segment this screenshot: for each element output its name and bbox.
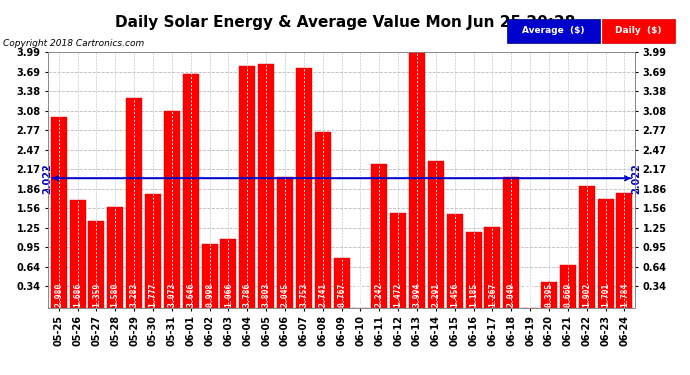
Bar bbox=[107, 207, 124, 308]
Text: 2.022: 2.022 bbox=[631, 163, 642, 194]
Text: 3.803: 3.803 bbox=[262, 282, 270, 307]
Bar bbox=[126, 98, 142, 308]
Text: 0.767: 0.767 bbox=[337, 282, 346, 307]
Bar bbox=[428, 161, 444, 308]
Bar bbox=[277, 177, 293, 308]
Bar bbox=[296, 68, 312, 308]
Text: 3.753: 3.753 bbox=[299, 282, 308, 307]
Bar bbox=[183, 75, 199, 308]
Text: 1.777: 1.777 bbox=[148, 282, 157, 307]
Text: Average  ($): Average ($) bbox=[522, 26, 585, 36]
Text: 2.242: 2.242 bbox=[375, 282, 384, 307]
Bar bbox=[220, 239, 237, 308]
Text: 1.902: 1.902 bbox=[582, 282, 591, 307]
Bar bbox=[541, 282, 557, 308]
Text: 2.022: 2.022 bbox=[42, 163, 52, 194]
Text: 1.456: 1.456 bbox=[450, 282, 460, 307]
Bar bbox=[164, 111, 180, 308]
Text: 2.741: 2.741 bbox=[318, 282, 327, 307]
Bar bbox=[239, 66, 255, 308]
Text: 1.472: 1.472 bbox=[393, 282, 403, 307]
Text: 2.045: 2.045 bbox=[280, 282, 290, 307]
Bar bbox=[390, 213, 406, 308]
Text: 3.994: 3.994 bbox=[413, 282, 422, 307]
Bar bbox=[70, 200, 86, 308]
Text: 0.000: 0.000 bbox=[356, 282, 365, 307]
Text: 3.073: 3.073 bbox=[167, 282, 177, 307]
Text: 1.784: 1.784 bbox=[620, 282, 629, 307]
Text: Daily Solar Energy & Average Value Mon Jun 25 20:28: Daily Solar Energy & Average Value Mon J… bbox=[115, 15, 575, 30]
Bar bbox=[484, 226, 500, 308]
Text: 1.580: 1.580 bbox=[111, 282, 120, 307]
Text: 1.185: 1.185 bbox=[469, 282, 478, 307]
Bar bbox=[201, 244, 217, 308]
Text: 0.998: 0.998 bbox=[205, 282, 214, 307]
Text: 0.000: 0.000 bbox=[526, 282, 535, 307]
Text: Daily  ($): Daily ($) bbox=[615, 26, 662, 36]
Bar bbox=[616, 194, 633, 308]
Bar bbox=[50, 117, 67, 308]
Bar bbox=[88, 220, 104, 308]
Text: 2.980: 2.980 bbox=[55, 282, 63, 307]
Bar bbox=[371, 164, 387, 308]
Bar bbox=[258, 64, 274, 308]
Text: 3.283: 3.283 bbox=[130, 282, 139, 307]
Bar bbox=[446, 214, 463, 308]
Text: 2.291: 2.291 bbox=[431, 282, 440, 307]
Text: 3.646: 3.646 bbox=[186, 282, 195, 307]
Bar bbox=[466, 232, 482, 308]
Text: 1.686: 1.686 bbox=[73, 282, 82, 307]
Text: 1.066: 1.066 bbox=[224, 282, 233, 307]
Bar bbox=[315, 132, 331, 308]
Text: 2.049: 2.049 bbox=[506, 282, 516, 307]
Text: 1.701: 1.701 bbox=[601, 282, 610, 307]
Bar bbox=[579, 186, 595, 308]
Bar bbox=[598, 199, 613, 308]
Text: 0.395: 0.395 bbox=[544, 282, 553, 307]
Bar bbox=[409, 52, 425, 308]
Text: 1.267: 1.267 bbox=[488, 282, 497, 307]
Bar bbox=[333, 258, 350, 308]
Text: 1.359: 1.359 bbox=[92, 282, 101, 307]
Text: Copyright 2018 Cartronics.com: Copyright 2018 Cartronics.com bbox=[3, 39, 145, 48]
Text: 0.669: 0.669 bbox=[563, 282, 572, 307]
Text: 3.786: 3.786 bbox=[243, 282, 252, 307]
Bar bbox=[145, 194, 161, 308]
Bar bbox=[560, 265, 576, 308]
Bar bbox=[503, 177, 520, 308]
